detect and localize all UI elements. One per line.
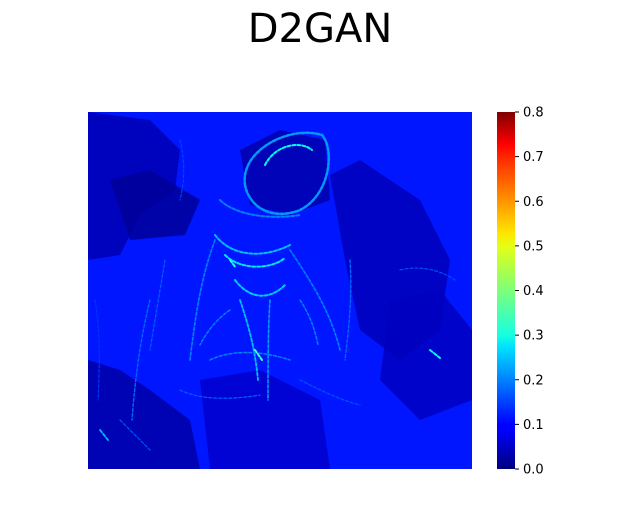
- heatmap-edge: [344, 259, 352, 361]
- colorbar-gradient: [497, 112, 515, 469]
- colorbar-tick-label: 0.8: [523, 106, 544, 121]
- heatmap-edge: [264, 144, 313, 166]
- heatmap-edge: [209, 351, 291, 361]
- heatmap-edge: [214, 234, 291, 255]
- heatmap-edge: [189, 239, 216, 361]
- chart-title: D2GAN: [247, 6, 393, 52]
- colorbar-tick-label: 0.5: [523, 239, 544, 254]
- colorbar-tick-label: 0.0: [523, 463, 544, 478]
- heatmap-region: [110, 170, 200, 240]
- heatmap-edge: [243, 131, 330, 216]
- heatmap-edge: [299, 379, 361, 406]
- heatmap-edge: [179, 389, 261, 399]
- heatmap-edge: [224, 254, 286, 268]
- heatmap-edge: [399, 267, 456, 281]
- colorbar-tick-label: 0.6: [523, 195, 544, 210]
- heatmap-edge: [254, 349, 263, 361]
- heatmap-edge: [131, 299, 151, 421]
- heatmap-edges: [94, 131, 456, 451]
- heatmap-edge: [99, 429, 109, 441]
- heatmap-edge: [229, 259, 237, 269]
- heatmap-region: [240, 130, 330, 215]
- heatmap-edge: [179, 139, 185, 201]
- heatmap-edge: [289, 249, 341, 351]
- heatmap-patches: [88, 112, 472, 469]
- colorbar: 0.0 0.1 0.2 0.3 0.4 0.5 0.6 0.7 0.8: [497, 106, 544, 478]
- heatmap-edge: [239, 299, 259, 381]
- colorbar-tick-label: 0.1: [523, 418, 544, 433]
- heatmap-region: [380, 290, 472, 420]
- colorbar-tick-label: 0.3: [523, 329, 544, 344]
- heatmap-edge: [429, 349, 441, 359]
- heatmap-region: [88, 360, 200, 469]
- heatmap-image: [88, 112, 472, 469]
- heatmap-edge: [267, 299, 271, 401]
- colorbar-tick-label: 0.2: [523, 373, 544, 388]
- heatmap-edge: [119, 419, 151, 451]
- colorbar-tick-label: 0.7: [523, 150, 544, 165]
- heatmap-edge: [199, 309, 231, 346]
- heatmap-edge: [149, 259, 166, 351]
- heatmap-region: [200, 370, 330, 469]
- colorbar-tick-label: 0.4: [523, 284, 544, 299]
- colorbar-ticks: 0.0 0.1 0.2 0.3 0.4 0.5 0.6 0.7 0.8: [515, 106, 544, 478]
- heatmap-edge: [94, 299, 100, 401]
- heatmap-edge: [299, 299, 319, 346]
- heatmap-edge: [219, 199, 301, 218]
- heatmap-edge: [234, 279, 286, 297]
